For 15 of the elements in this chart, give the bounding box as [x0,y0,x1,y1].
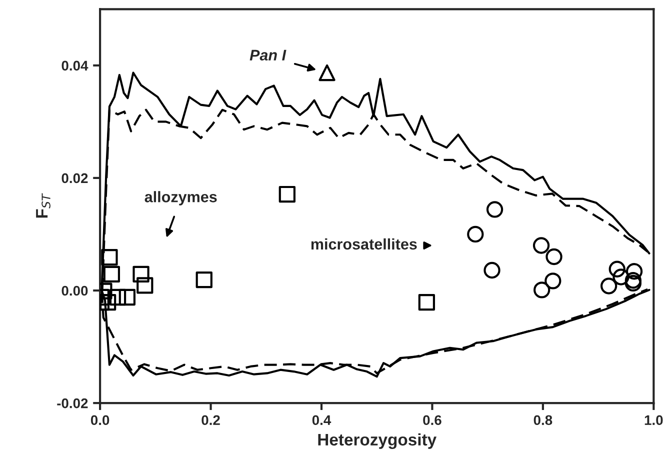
y-tick-label: 0.04 [62,60,88,71]
y-tick-label: -0.02 [57,398,88,408]
x-tick-label: 1.0 [644,415,663,426]
annotation: Pan I [250,50,286,61]
y-tick-label: 0.00 [62,286,88,296]
annotation: allozymes [144,191,217,206]
y-axis-title: F$_{ST}$ [36,193,50,218]
annotation: microsatellites [311,238,417,250]
x-tick-label: 0.6 [423,415,442,426]
y-tick-label: 0.02 [62,173,88,184]
x-tick-label: 0.0 [90,415,110,426]
x-tick-label: 0.8 [534,415,552,426]
x-axis-title: Heterozygosity [318,433,437,449]
x-tick-label: 0.4 [312,415,332,426]
x-tick-label: 0.2 [202,415,220,426]
